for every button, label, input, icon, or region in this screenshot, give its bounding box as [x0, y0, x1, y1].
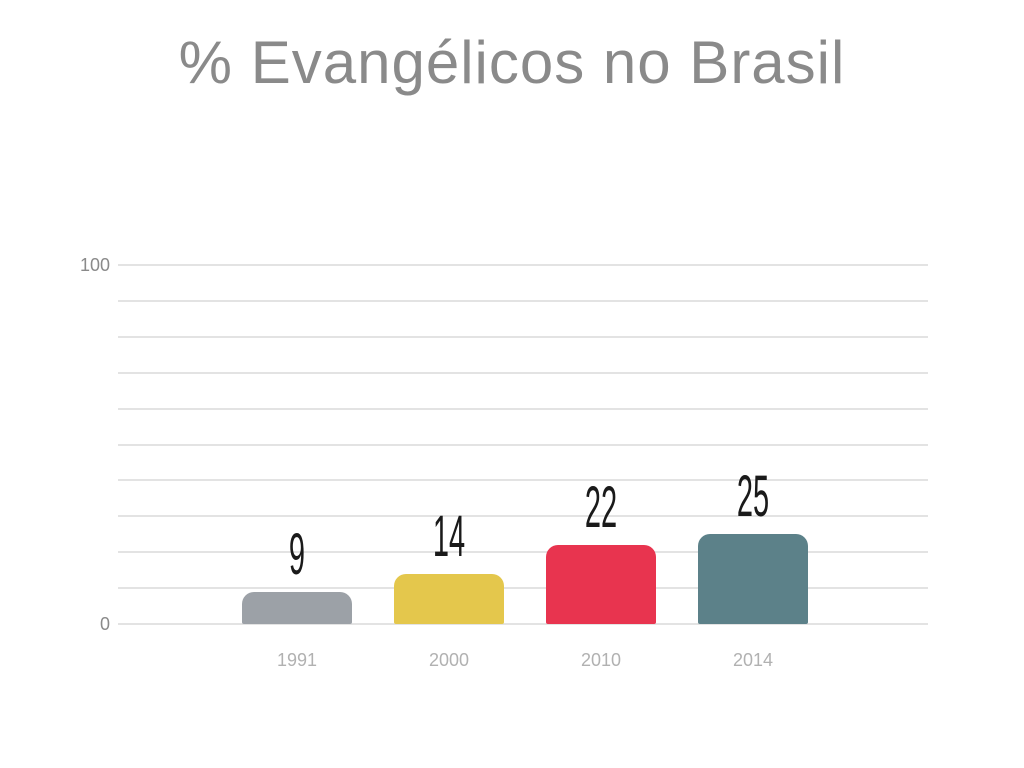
bar-group-2010: 22 2010 — [546, 265, 656, 670]
bar-group-2000: 14 2000 — [394, 265, 504, 670]
gridline — [118, 515, 928, 518]
chart-title: % Evangélicos no Brasil — [178, 29, 846, 96]
x-axis-label-2000: 2000 — [428, 650, 470, 670]
gridline — [118, 264, 928, 266]
x-axis-label-2014: 2014 — [732, 650, 774, 670]
gridline — [118, 551, 928, 554]
bar-2014 — [698, 534, 808, 624]
gridline — [118, 479, 928, 482]
x-axis-label-1991: 1991 — [276, 650, 318, 670]
gridline — [118, 371, 928, 374]
gridline — [118, 623, 928, 625]
plot-area: 100 0 9 1991 14 2000 22 2010 25 2014 — [80, 256, 928, 670]
gridline — [118, 407, 928, 410]
bar-2010 — [546, 545, 656, 624]
y-axis-tick-zero: 0 — [99, 614, 110, 634]
gridline — [118, 587, 928, 590]
bar-1991 — [242, 592, 352, 624]
gridline — [118, 299, 928, 302]
bar-2000 — [394, 574, 504, 624]
bar-value-label: 14 — [432, 504, 466, 569]
bar-value-label: 25 — [736, 464, 770, 529]
gridline — [118, 335, 928, 338]
bar-group-1991: 9 1991 — [242, 265, 352, 670]
gridline — [118, 443, 928, 446]
bar-group-2014: 25 2014 — [698, 265, 808, 670]
y-axis-tick-max: 100 — [79, 255, 110, 275]
bar-value-label: 9 — [288, 522, 306, 587]
bar-value-label: 22 — [584, 475, 618, 540]
x-axis-label-2010: 2010 — [580, 650, 622, 670]
